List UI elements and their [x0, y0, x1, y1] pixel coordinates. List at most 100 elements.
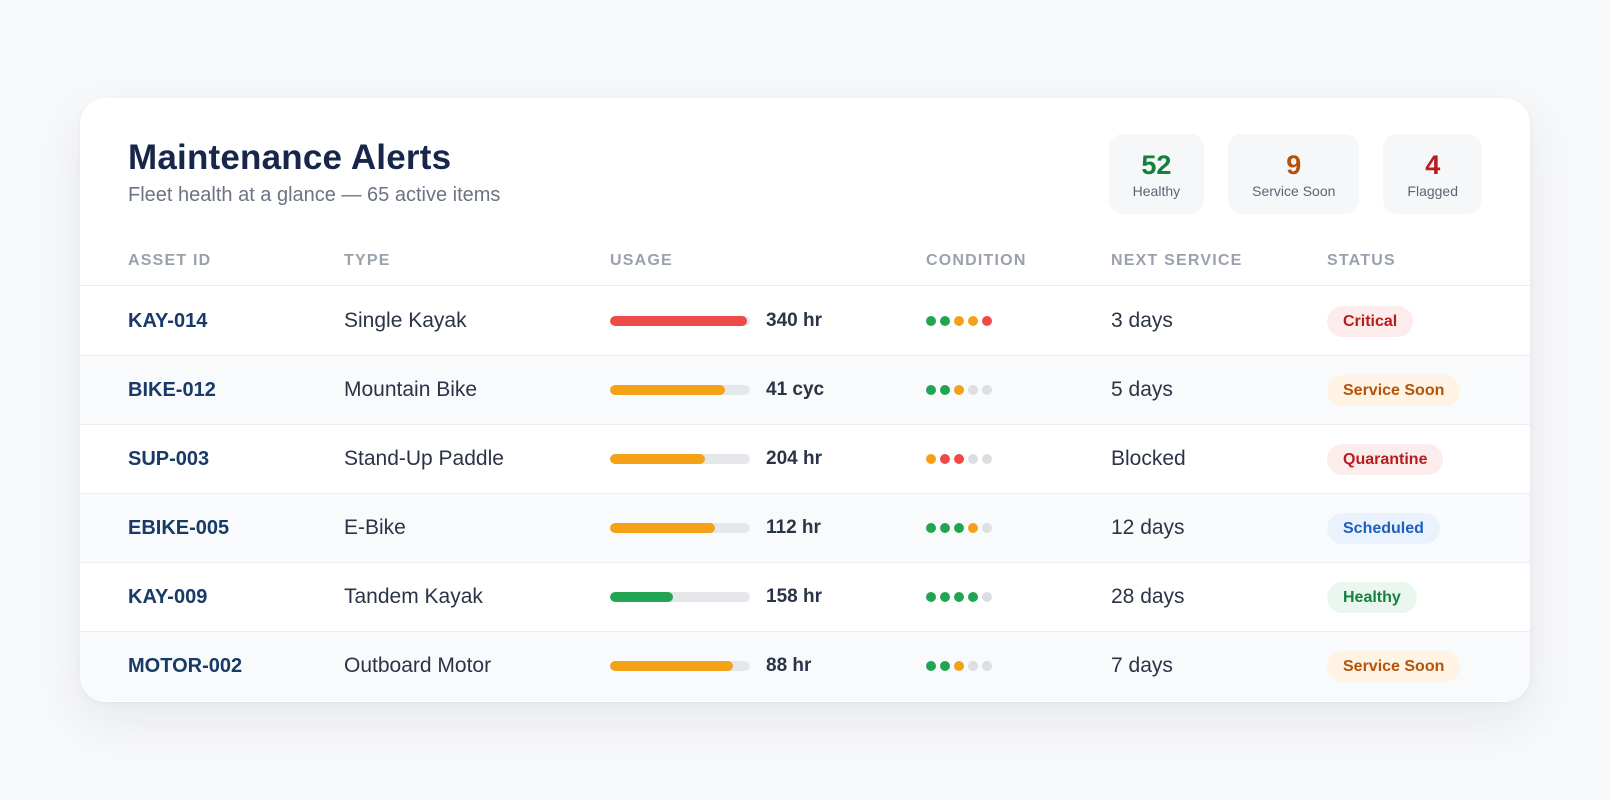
usage-cell: 88 hr [610, 632, 811, 700]
column-header-type[interactable]: TYPE [344, 252, 391, 269]
stat-value: 52 [1141, 150, 1172, 180]
usage-value: 340 hr [766, 310, 822, 331]
condition-cell [926, 425, 992, 493]
next-service-value: 12 days [1111, 516, 1185, 539]
next-service-cell: 28 days [1111, 563, 1185, 631]
table-header: ASSET ID TYPE USAGE CONDITION NEXT SERVI… [80, 234, 1530, 286]
condition-dot [940, 592, 950, 602]
condition-dot [954, 523, 964, 533]
next-service-cell: 7 days [1111, 632, 1173, 700]
stat-flagged[interactable]: 4 Flagged [1383, 134, 1482, 214]
asset-id-link[interactable]: BIKE-012 [128, 378, 216, 401]
asset-id-link[interactable]: MOTOR-002 [128, 654, 243, 677]
usage-cell: 340 hr [610, 287, 822, 355]
usage-bar-fill [610, 316, 748, 326]
table-row[interactable]: SUP-003 Stand-Up Paddle 204 hr Blocked Q… [80, 425, 1530, 494]
next-service-cell: 5 days [1111, 356, 1173, 424]
table-row[interactable]: EBIKE-005 E-Bike 112 hr 12 days Schedule… [80, 494, 1530, 563]
condition-dot [982, 454, 992, 464]
usage-bar [610, 523, 750, 533]
condition-dot [968, 316, 978, 326]
stat-value: 9 [1286, 150, 1302, 180]
next-service-value: 5 days [1111, 378, 1173, 401]
usage-value: 88 hr [766, 655, 812, 676]
type-cell: Outboard Motor [344, 632, 491, 700]
asset-type: Mountain Bike [344, 378, 478, 401]
condition-cell [926, 632, 992, 700]
asset-id-cell: EBIKE-005 [128, 494, 229, 562]
status-badge: Quarantine [1327, 443, 1444, 475]
asset-id-link[interactable]: EBIKE-005 [128, 516, 230, 539]
table-row[interactable]: BIKE-012 Mountain Bike 41 cyc 5 days Ser… [80, 356, 1530, 425]
usage-bar-fill [610, 592, 673, 602]
type-cell: Mountain Bike [344, 356, 477, 424]
condition-dot [926, 523, 936, 533]
usage-bar-fill [610, 454, 706, 464]
next-service-value: 3 days [1111, 309, 1173, 332]
table-row[interactable]: KAY-009 Tandem Kayak 158 hr 28 days Heal… [80, 563, 1530, 632]
next-service-cell: 12 days [1111, 494, 1185, 562]
asset-id-link[interactable]: SUP-003 [128, 447, 210, 470]
next-service-value: Blocked [1111, 447, 1186, 470]
status-badge: Service Soon [1327, 374, 1461, 406]
summary-stats: 52 Healthy 9 Service Soon 4 Flagged [1108, 134, 1482, 214]
condition-dot [954, 592, 964, 602]
condition-dot [940, 454, 950, 464]
condition-dots [926, 592, 992, 602]
condition-dot [940, 385, 950, 395]
condition-dot [926, 592, 936, 602]
asset-type: E-Bike [344, 516, 406, 539]
usage-cell: 112 hr [610, 494, 821, 562]
status-cell: Critical [1327, 287, 1414, 355]
column-header-condition[interactable]: CONDITION [926, 252, 1027, 269]
condition-dot [954, 385, 964, 395]
usage-value: 112 hr [766, 517, 821, 538]
condition-dot [968, 523, 978, 533]
status-cell: Quarantine [1327, 425, 1444, 493]
column-header-asset-id[interactable]: ASSET ID [128, 252, 212, 269]
condition-dot [940, 523, 950, 533]
condition-dot [954, 454, 964, 464]
stat-service-soon[interactable]: 9 Service Soon [1228, 134, 1360, 214]
usage-cell: 41 cyc [610, 356, 824, 424]
status-badge: Healthy [1327, 581, 1417, 613]
status-badge: Service Soon [1327, 650, 1461, 682]
type-cell: Stand-Up Paddle [344, 425, 504, 493]
type-cell: Single Kayak [344, 287, 467, 355]
asset-id-cell: MOTOR-002 [128, 632, 242, 700]
column-header-status[interactable]: STATUS [1327, 252, 1396, 269]
usage-value: 204 hr [766, 448, 822, 469]
stat-healthy[interactable]: 52 Healthy [1108, 134, 1205, 214]
condition-dot [968, 454, 978, 464]
condition-dots [926, 454, 992, 464]
usage-bar-fill [610, 523, 715, 533]
table-row[interactable]: MOTOR-002 Outboard Motor 88 hr 7 days Se… [80, 632, 1530, 701]
condition-cell [926, 563, 992, 631]
asset-id-link[interactable]: KAY-014 [128, 309, 208, 332]
condition-dot [982, 523, 992, 533]
status-cell: Healthy [1327, 563, 1417, 631]
asset-id-cell: BIKE-012 [128, 356, 216, 424]
next-service-cell: 3 days [1111, 287, 1173, 355]
condition-dots [926, 523, 992, 533]
asset-id-cell: KAY-009 [128, 563, 207, 631]
column-header-next-service[interactable]: NEXT SERVICE [1111, 252, 1243, 269]
maintenance-alerts-card: Maintenance Alerts Fleet health at a gla… [80, 98, 1530, 702]
next-service-value: 7 days [1111, 654, 1173, 677]
type-cell: Tandem Kayak [344, 563, 483, 631]
condition-dot [926, 316, 936, 326]
asset-id-link[interactable]: KAY-009 [128, 585, 208, 608]
usage-bar-fill [610, 661, 734, 671]
usage-cell: 158 hr [610, 563, 822, 631]
condition-dots [926, 661, 992, 671]
type-cell: E-Bike [344, 494, 406, 562]
condition-dot [982, 592, 992, 602]
condition-dot [968, 592, 978, 602]
table-row[interactable]: KAY-014 Single Kayak 340 hr 3 days Criti… [80, 287, 1530, 356]
asset-type: Outboard Motor [344, 654, 492, 677]
column-header-usage[interactable]: USAGE [610, 252, 673, 269]
table-body: KAY-014 Single Kayak 340 hr 3 days Criti… [80, 287, 1530, 701]
usage-bar-fill [610, 385, 725, 395]
condition-dot [982, 316, 992, 326]
condition-dot [982, 661, 992, 671]
